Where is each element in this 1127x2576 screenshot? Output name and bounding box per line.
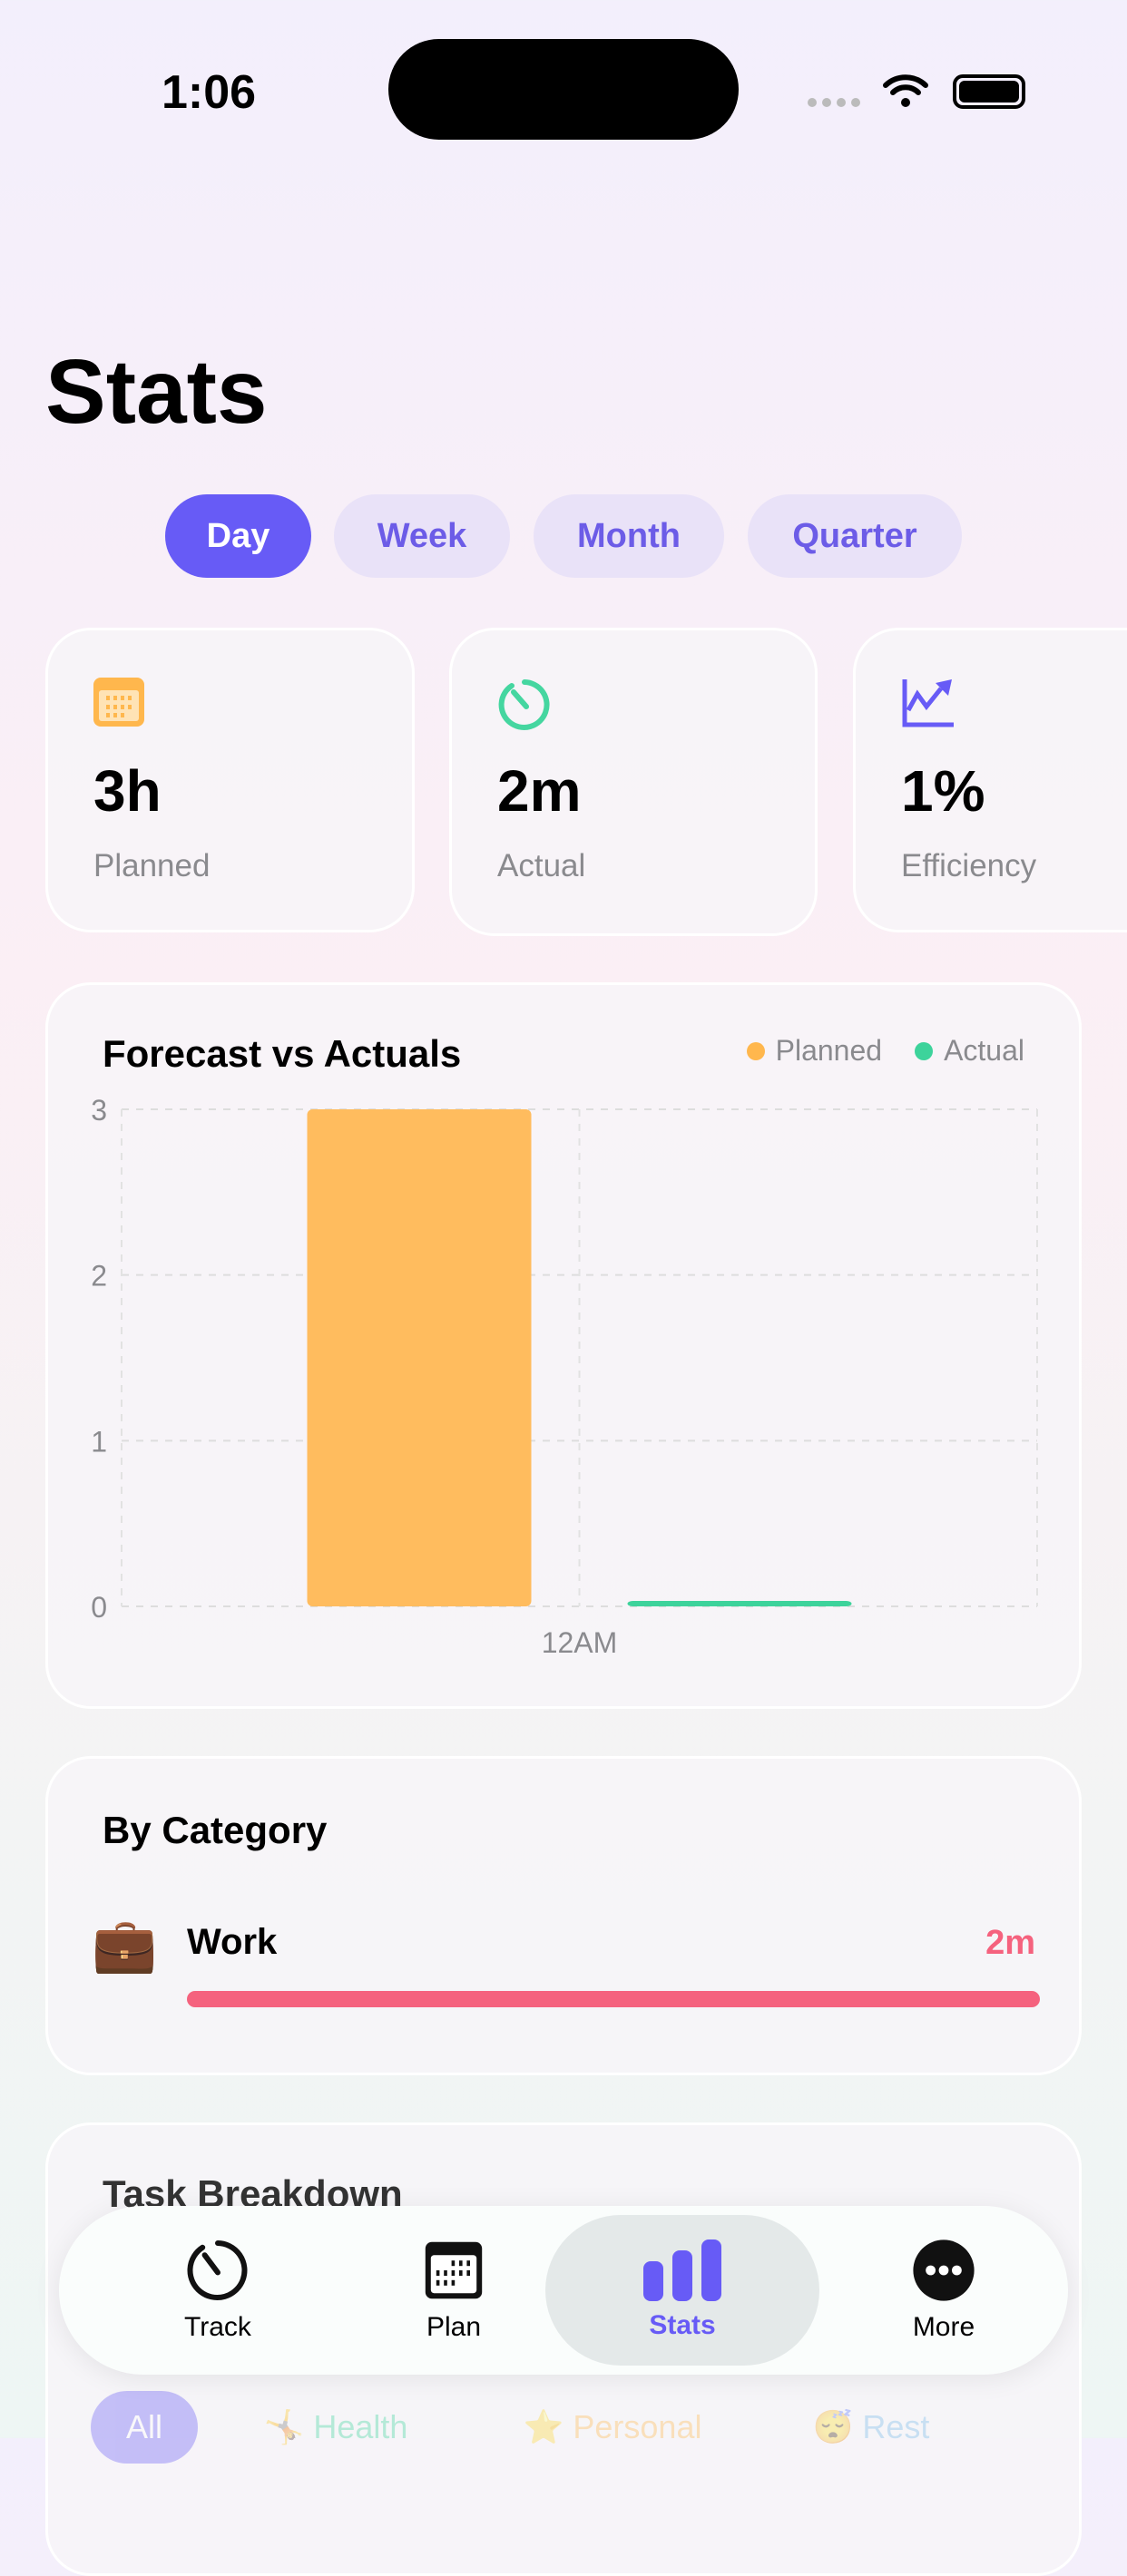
- wifi-icon: [883, 74, 928, 107]
- category-title: By Category: [103, 1809, 328, 1851]
- dynamic-island: [388, 39, 739, 140]
- tab-label: Plan: [426, 2312, 482, 2342]
- stat-label: Efficiency: [901, 848, 1037, 883]
- period-week[interactable]: Week: [334, 494, 510, 578]
- filter-all[interactable]: All: [91, 2391, 198, 2464]
- chart-legend: Planned Actual: [746, 1034, 1024, 1068]
- filter-health[interactable]: 🤸 Health: [227, 2391, 445, 2464]
- filter-label: Health: [313, 2408, 408, 2445]
- tab-more[interactable]: More: [839, 2206, 1048, 2375]
- signal-icon: [808, 98, 860, 107]
- sleep-icon: 😴: [812, 2408, 854, 2445]
- tab-track[interactable]: Track: [113, 2206, 322, 2375]
- timer-icon: [498, 679, 550, 730]
- stat-value: 3h: [93, 758, 162, 824]
- more-icon: [913, 2239, 975, 2301]
- tab-plan[interactable]: Plan: [349, 2206, 558, 2375]
- health-icon: 🤸: [263, 2408, 305, 2445]
- calendar-icon: [425, 2241, 483, 2299]
- bar-chart-icon: [643, 2239, 721, 2301]
- period-quarter[interactable]: Quarter: [748, 494, 962, 578]
- filter-label: Personal: [573, 2408, 702, 2445]
- category-value: 2m: [985, 1924, 1035, 1962]
- page-title: Stats: [45, 341, 268, 443]
- stat-value: 2m: [497, 758, 582, 824]
- legend-swatch-actual: [915, 1041, 934, 1060]
- legend-planned: Planned: [775, 1034, 883, 1067]
- status-time: 1:06: [162, 66, 257, 119]
- forecast-chart-card: Forecast vs Actuals Planned Actual: [45, 982, 1082, 1709]
- legend-swatch-planned: [746, 1041, 765, 1060]
- filter-label: Rest: [862, 2408, 930, 2445]
- legend-actual: Actual: [944, 1034, 1024, 1067]
- briefcase-icon: 💼: [92, 1916, 158, 1975]
- star-icon: ⭐: [523, 2408, 564, 2445]
- period-month[interactable]: Month: [534, 494, 724, 578]
- stat-card-actual: 2m Actual: [449, 628, 818, 936]
- battery-icon: [953, 74, 1025, 109]
- by-category-card: By Category 💼 Work 2m: [45, 1756, 1082, 2075]
- stat-label: Planned: [93, 848, 211, 883]
- tab-label: More: [912, 2312, 975, 2342]
- stat-card-planned: 3h Planned: [45, 628, 415, 932]
- filter-personal[interactable]: ⭐ Personal: [490, 2391, 735, 2464]
- period-day[interactable]: Day: [165, 494, 311, 578]
- tab-stats[interactable]: Stats: [545, 2215, 819, 2366]
- stat-label: Actual: [497, 848, 586, 883]
- tab-label: Stats: [649, 2310, 716, 2340]
- stat-value: 1%: [901, 758, 985, 824]
- tab-label: Track: [184, 2312, 251, 2342]
- chart-title: Forecast vs Actuals: [103, 1032, 462, 1075]
- timer-icon: [187, 2240, 248, 2300]
- stat-card-efficiency: 1% Efficiency: [853, 628, 1127, 932]
- category-name: Work: [187, 1922, 278, 1962]
- calendar-icon: [93, 678, 144, 727]
- trend-chart-icon: [902, 679, 954, 727]
- tab-bar: Track Plan Stats More: [59, 2206, 1068, 2375]
- category-progress: [187, 1991, 1040, 2007]
- filter-rest[interactable]: 😴 Rest: [780, 2391, 962, 2464]
